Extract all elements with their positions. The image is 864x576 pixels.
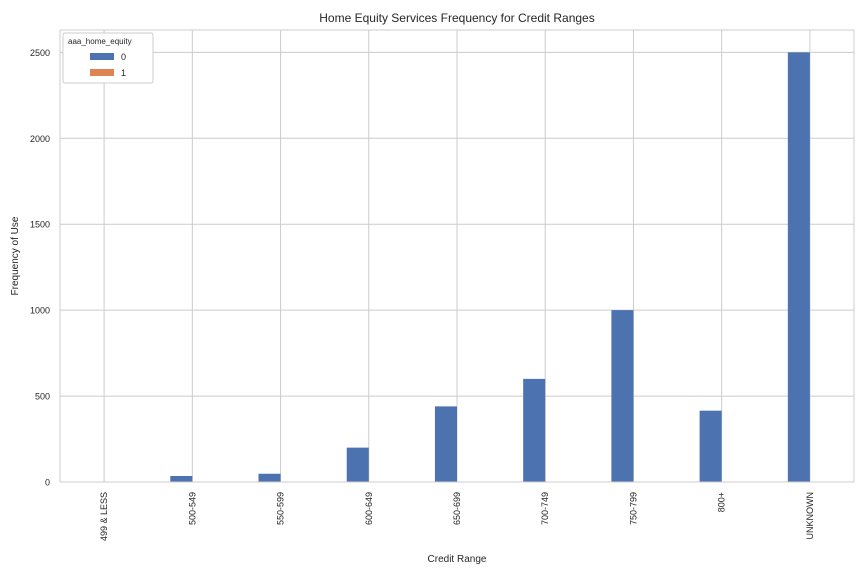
x-tick-label: 550-599: [276, 492, 286, 525]
y-tick-label: 2500: [30, 48, 50, 58]
legend-title: aaa_home_equity: [68, 37, 132, 46]
bar-series-0-4: [434, 406, 457, 482]
y-axis-label: Frequency of Use: [10, 216, 21, 295]
x-tick-label: 750-799: [628, 492, 638, 525]
x-tick-label: 650-699: [452, 492, 462, 525]
y-tick-label: 0: [45, 478, 50, 488]
y-tick-labels: 0 500 1000 1500 2000 2500: [30, 48, 50, 488]
x-tick-label: 600-649: [364, 492, 374, 525]
x-tick-label: UNKNOWN: [805, 492, 815, 540]
plot-frame: [59, 29, 855, 483]
bar-series-0-6: [611, 310, 634, 482]
x-tick-labels: 499 & LESS 500-549 550-599 600-649 650-699 70…: [99, 492, 815, 541]
legend-swatch-1: [90, 69, 114, 76]
legend-label-1: 1: [121, 68, 126, 78]
y-tick-label: 1500: [30, 220, 50, 230]
bar-series-0-8: [787, 52, 810, 483]
x-axis-label: Credit Range: [428, 554, 487, 565]
legend: aaa_home_equity 0 1: [62, 32, 154, 84]
x-tick-label: 500-549: [187, 492, 197, 525]
bar-series-0-5: [523, 378, 546, 482]
y-tick-label: 500: [35, 392, 50, 402]
bar-series-0-2: [258, 473, 281, 482]
legend-swatch-0: [90, 53, 114, 60]
bar-series-0-3: [346, 447, 369, 482]
y-tick-label: 1000: [30, 306, 50, 316]
legend-label-0: 0: [121, 52, 126, 62]
bars: [82, 52, 810, 483]
x-tick-label: 800+: [717, 492, 727, 512]
y-tick-label: 2000: [30, 134, 50, 144]
chart-title: Home Equity Services Frequency for Credi…: [319, 11, 594, 25]
bar-series-0-1: [170, 475, 193, 482]
bar-series-0-7: [699, 410, 722, 482]
x-tick-label: 499 & LESS: [99, 492, 109, 541]
x-tick-label: 700-749: [540, 492, 550, 525]
